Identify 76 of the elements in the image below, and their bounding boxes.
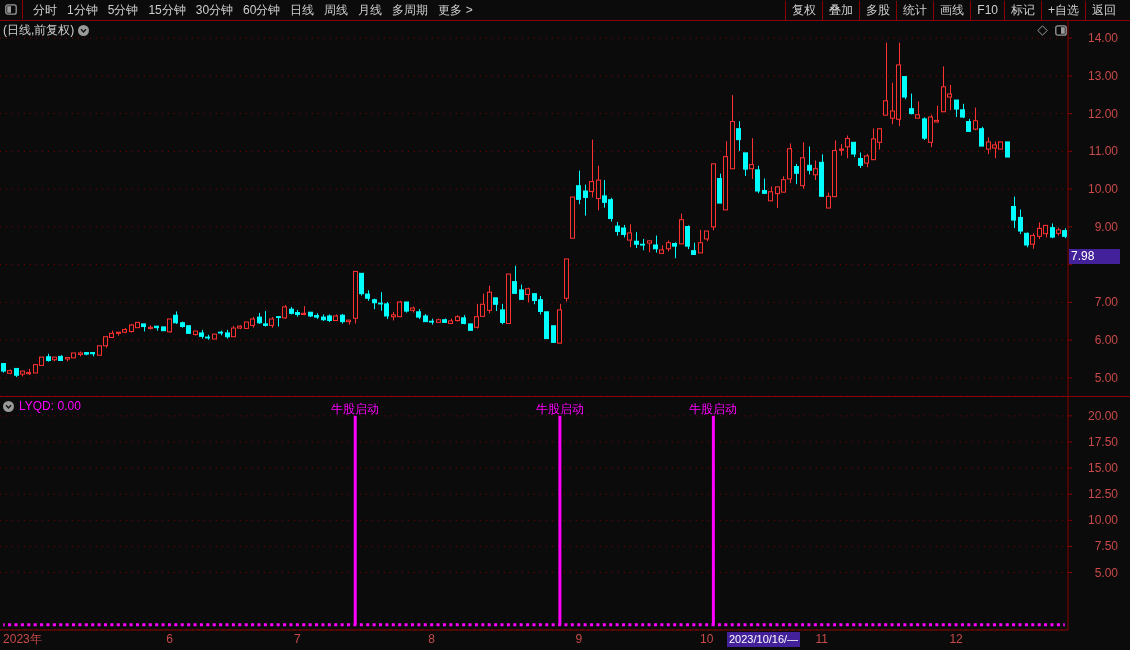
candlestick xyxy=(902,76,907,100)
text: 画线 xyxy=(933,0,971,20)
candlestick xyxy=(589,139,594,198)
text: 返回 xyxy=(1085,0,1122,20)
text: 月线 xyxy=(357,1,384,19)
candlestick xyxy=(794,163,799,185)
text: 2023/10/16/— xyxy=(729,633,799,645)
y-tick-label: 11.00 xyxy=(1088,144,1119,159)
x-tick-label: 12 xyxy=(949,632,964,646)
data-label: 牛股启动 xyxy=(535,401,584,416)
x-tick-label: 8 xyxy=(428,632,436,646)
x-tick-label: 7 xyxy=(294,632,302,646)
y-tick-label: 6.00 xyxy=(1094,333,1119,348)
text: 5分钟 xyxy=(106,1,140,19)
candlestick xyxy=(1011,196,1016,229)
candlestick xyxy=(596,165,601,211)
text: 更多 > xyxy=(437,1,474,19)
candlestick xyxy=(749,137,754,180)
candlestick xyxy=(627,223,632,248)
text: LYQD: 0.00 xyxy=(19,399,81,413)
y-tick-label: 12.00 xyxy=(1087,106,1119,121)
text: +自选 xyxy=(1040,0,1085,20)
candlestick xyxy=(583,184,588,217)
candlestick xyxy=(685,224,690,250)
candlestick xyxy=(500,303,505,325)
data-label: 牛股启动 xyxy=(689,401,738,416)
candlestick xyxy=(813,159,818,181)
candlestick xyxy=(276,315,281,328)
x-tick-label: 6 xyxy=(166,632,174,646)
candlestick xyxy=(576,170,581,205)
data-label: 牛股启动 xyxy=(331,401,380,416)
text: 15分钟 xyxy=(147,1,187,19)
y-tick-label: 14.00 xyxy=(1087,31,1119,46)
text: 周线 xyxy=(323,1,350,19)
candlestick xyxy=(845,135,850,159)
y-tick-label: 17.50 xyxy=(1087,434,1119,449)
x-tick-label: 2023年 xyxy=(3,632,42,646)
text: 日线 xyxy=(289,1,316,19)
y-tick-label: 7.00 xyxy=(1094,295,1119,310)
chart-title: (日线,前复权) xyxy=(3,23,75,37)
y-tick-label: 9.00 xyxy=(1094,219,1119,234)
text: 复权 xyxy=(785,0,823,20)
y-tick-label: 15.00 xyxy=(1087,461,1119,476)
text: 30分钟 xyxy=(194,1,235,19)
x-tick-label: 11 xyxy=(815,632,829,646)
candlestick xyxy=(487,285,492,314)
text: F10 xyxy=(970,0,1004,20)
y-tick-label: 20.00 xyxy=(1087,408,1119,423)
text: 多股 xyxy=(859,0,897,20)
text: 1分钟 xyxy=(66,1,99,19)
y-tick-label: 7.50 xyxy=(1094,539,1119,554)
text: 60分钟 xyxy=(242,1,282,19)
candlestick xyxy=(922,116,927,141)
text: 分时 xyxy=(32,1,58,19)
candlestick xyxy=(698,229,703,254)
candlestick xyxy=(736,120,741,152)
y-tick-label: 12.50 xyxy=(1087,487,1119,502)
x-tick-label: 9 xyxy=(575,632,583,646)
text: 标记 xyxy=(1003,0,1041,20)
y-tick-label: 13.00 xyxy=(1087,68,1119,83)
text: 统计 xyxy=(896,0,934,20)
y-tick-label: 5.00 xyxy=(1094,565,1119,580)
candlestick xyxy=(979,126,984,147)
candlestick xyxy=(512,265,517,294)
y-tick-label: 10.00 xyxy=(1087,513,1119,528)
y-tick-label: 5.00 xyxy=(1094,370,1119,385)
candlestick xyxy=(883,42,888,116)
y-tick-label: 10.00 xyxy=(1087,182,1119,197)
text: 多周期 xyxy=(391,1,430,19)
candlestick xyxy=(807,145,812,175)
text: 7.98 xyxy=(1071,249,1095,263)
x-tick-label: 10 xyxy=(699,632,714,646)
candlestick xyxy=(743,152,748,177)
candlestick xyxy=(755,165,760,194)
candlestick xyxy=(1018,209,1023,235)
text: 叠加 xyxy=(822,0,860,20)
